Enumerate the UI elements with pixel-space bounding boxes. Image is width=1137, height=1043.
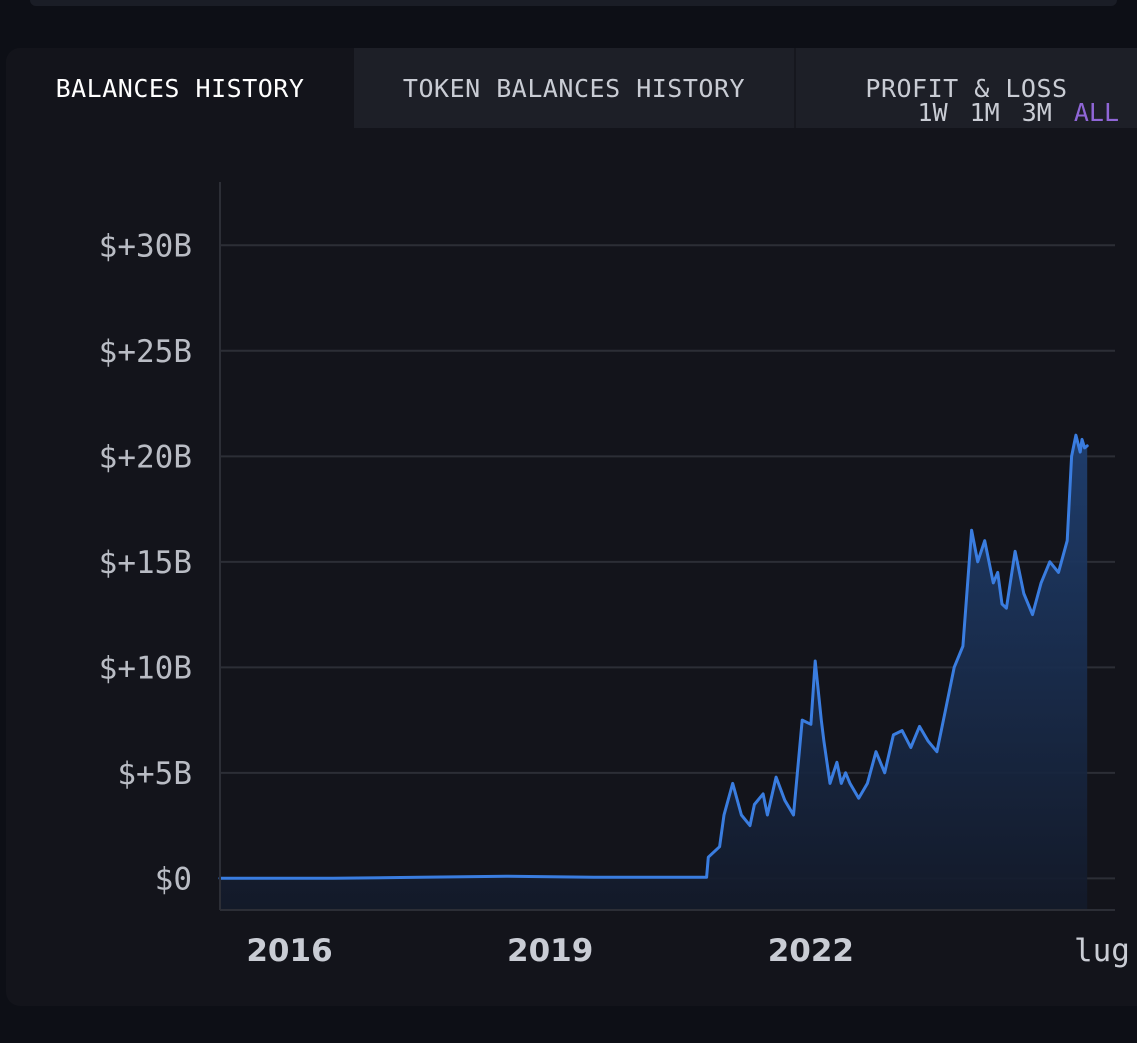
previous-card-edge: [30, 0, 1117, 6]
y-tick-label: $+25B: [99, 334, 192, 370]
tab-bar: BALANCES HISTORY TOKEN BALANCES HISTORY …: [6, 48, 1137, 128]
tab-token-balances-history[interactable]: TOKEN BALANCES HISTORY: [354, 48, 796, 128]
x-tick-label: 2016: [246, 933, 332, 969]
series-area: [220, 435, 1088, 910]
y-tick-label: $+15B: [99, 545, 192, 581]
range-all-button[interactable]: ALL: [1073, 98, 1119, 127]
y-tick-label: $+20B: [99, 439, 192, 475]
x-tick-label: 2022: [768, 933, 854, 969]
x-tick-label: 2019: [507, 933, 593, 969]
range-3m-button[interactable]: 3M: [1021, 98, 1052, 127]
x-tick-label: lug: [1074, 933, 1130, 969]
series-line: [218, 433, 1089, 880]
range-1w-button[interactable]: 1W: [917, 98, 948, 127]
y-tick-label: $+5B: [117, 756, 192, 792]
top-strip: [0, 0, 1137, 10]
range-1m-button[interactable]: 1M: [969, 98, 1000, 127]
time-range-selector: 1W 1M 3M ALL: [918, 98, 1119, 127]
tab-balances-history[interactable]: BALANCES HISTORY: [6, 48, 354, 128]
tab-profit-loss[interactable]: PROFIT & LOSS: [796, 48, 1137, 128]
y-tick-label: $+10B: [99, 650, 192, 686]
y-tick-label: $+30B: [99, 228, 192, 264]
y-tick-label: $0: [155, 861, 192, 897]
